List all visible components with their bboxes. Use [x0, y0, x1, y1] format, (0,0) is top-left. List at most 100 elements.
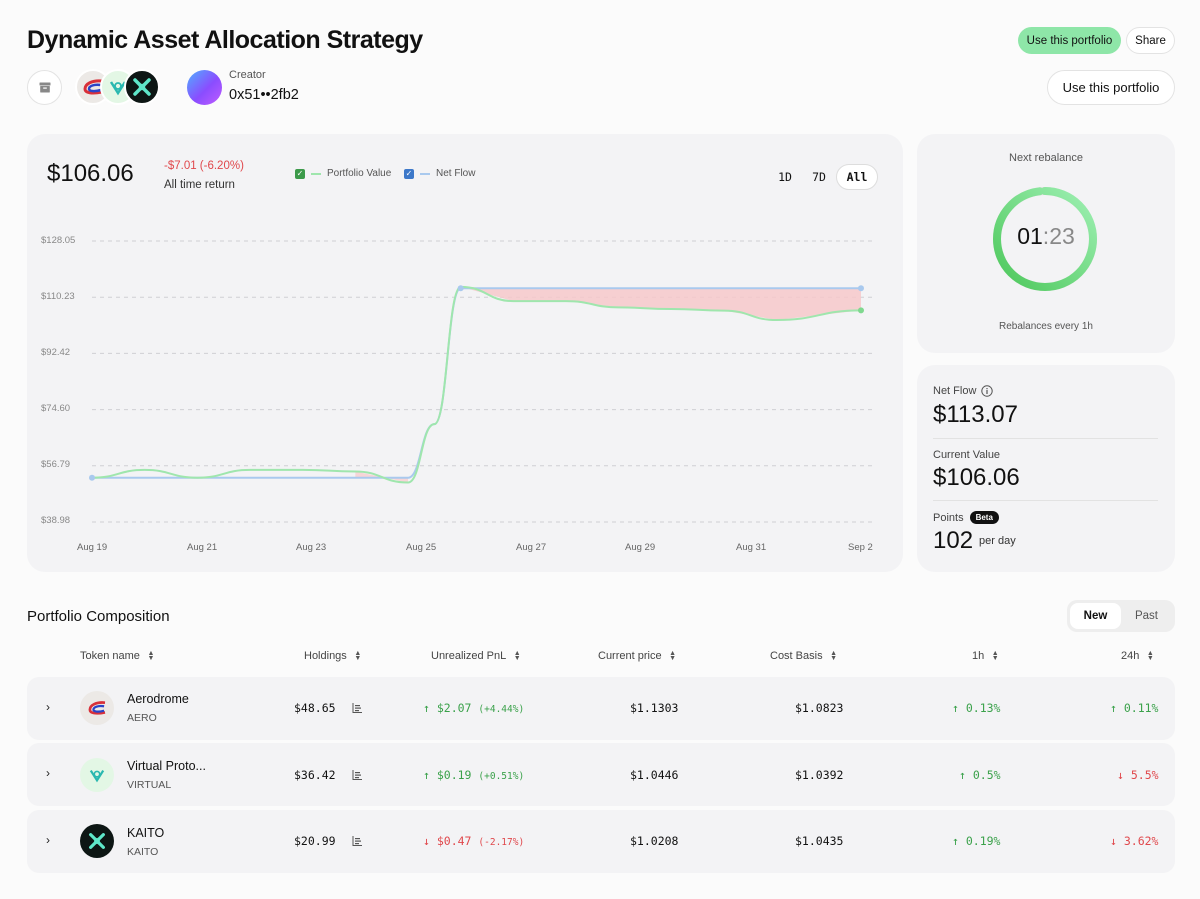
points-label: Points Beta	[933, 511, 999, 524]
net-flow-point	[858, 285, 864, 292]
archive-button[interactable]	[27, 70, 62, 105]
holdings-value: $20.99	[294, 834, 336, 848]
chevron-right-icon[interactable]: ›	[46, 833, 50, 847]
sort-icon: ▲ ▼	[354, 650, 362, 662]
range-1d[interactable]: 1D	[778, 170, 792, 184]
checkbox-icon[interactable]: ✓	[404, 168, 414, 179]
share-button[interactable]: Share	[1126, 27, 1175, 54]
use-portfolio-button[interactable]: Use this portfolio	[1018, 27, 1121, 54]
current-price: $1.0208	[630, 834, 679, 848]
points-unit: per day	[979, 535, 1016, 547]
legend-label: Net Flow	[436, 168, 476, 179]
column-header-label: Cost Basis	[770, 650, 823, 662]
sort-icon: ▲ ▼	[830, 650, 838, 662]
info-icon[interactable]	[981, 385, 994, 397]
legend-line	[420, 172, 430, 175]
tab-past[interactable]: Past	[1134, 610, 1158, 622]
unrealized-pnl: ↓ $0.47 (-2.17%)	[423, 834, 525, 848]
change-1h: ↑ 0.13%	[952, 701, 1001, 715]
column-header-label: Unrealized PnL	[431, 650, 507, 662]
y-tick-label: $92.42	[41, 347, 71, 358]
column-header-24h[interactable]: 24h ▲ ▼	[1121, 650, 1154, 662]
x-tick-label: Aug 27	[516, 542, 547, 553]
table-row[interactable]	[27, 743, 1175, 806]
column-header-token-name[interactable]: Token name ▲ ▼	[80, 650, 155, 662]
holdings-value: $36.42	[294, 768, 336, 782]
rebalance-card	[917, 134, 1175, 353]
column-header-current-price[interactable]: Current price ▲ ▼	[598, 650, 677, 662]
column-header-cost-basis[interactable]: Cost Basis ▲ ▼	[770, 650, 838, 662]
y-tick-label: $110.23	[41, 291, 75, 302]
countdown-minutes: 01	[1017, 223, 1043, 249]
change-1h: ↑ 0.19%	[952, 834, 1001, 848]
creator-avatar[interactable]	[187, 70, 222, 105]
points-label-text: Points	[933, 511, 964, 524]
pnl-percent: (+0.51%)	[478, 771, 525, 782]
holdings-chart-icon[interactable]	[352, 836, 362, 846]
cost-basis: $1.0823	[795, 701, 844, 715]
use-portfolio-button-secondary[interactable]: Use this portfolio	[1047, 70, 1175, 105]
holdings-chart-icon[interactable]	[352, 703, 362, 713]
column-header-label: Token name	[80, 650, 140, 662]
legend-portfolio-value[interactable]: ✓ Portfolio Value	[295, 168, 391, 179]
x-tick-label: Aug 29	[625, 542, 656, 553]
change-24h: ↓ 3.62%	[1110, 834, 1159, 848]
change-24h: ↑ 0.11%	[1110, 701, 1159, 715]
holdings-value: $48.65	[294, 701, 336, 715]
range-7d[interactable]: 7D	[812, 170, 826, 184]
legend-line	[311, 172, 321, 175]
column-header-1h[interactable]: 1h ▲ ▼	[972, 650, 999, 662]
net-flow-value: $113.07	[933, 401, 1018, 428]
column-header-label: Current price	[598, 650, 662, 662]
tab-new[interactable]: New	[1070, 603, 1121, 629]
column-header-holdings[interactable]: Holdings ▲ ▼	[304, 650, 362, 662]
all-time-return-label: All time return	[164, 179, 235, 191]
pnl-amount: $2.07	[436, 701, 472, 715]
token-name: Aerodrome	[127, 692, 189, 706]
table-row[interactable]	[27, 810, 1175, 873]
sort-icon: ▲ ▼	[147, 650, 155, 662]
table-row[interactable]	[27, 677, 1175, 740]
sort-icon: ▲ ▼	[1146, 650, 1154, 662]
column-header-label: Holdings	[304, 650, 347, 662]
kaito-icon	[124, 69, 160, 105]
all-time-return-value: -$7.01 (-6.20%)	[164, 160, 244, 172]
change-24h-value: 0.11%	[1123, 701, 1159, 715]
rebalance-note: Rebalances every 1h	[999, 321, 1093, 332]
page-title: Dynamic Asset Allocation Strategy	[27, 26, 423, 54]
range-all[interactable]: All	[836, 164, 878, 190]
y-tick-label: $128.05	[41, 235, 76, 246]
column-header-label: 24h	[1121, 650, 1140, 662]
kaito-icon	[80, 824, 114, 858]
net-flow-label: Net Flow	[933, 385, 994, 397]
x-tick-label: Aug 23	[296, 542, 327, 553]
divider	[933, 438, 1158, 439]
column-header-unrealized-pnl[interactable]: Unrealized PnL ▲ ▼	[431, 650, 521, 662]
portfolio-value-line	[91, 285, 862, 484]
change-24h: ↓ 5.5%	[1117, 768, 1159, 782]
x-tick-label: Aug 25	[406, 542, 437, 553]
pnl-amount: $0.19	[436, 768, 472, 782]
holdings-chart-icon[interactable]	[352, 770, 362, 780]
sort-icon: ▲ ▼	[513, 650, 521, 662]
composition-title: Portfolio Composition	[27, 608, 170, 625]
chevron-right-icon[interactable]: ›	[46, 766, 50, 780]
loss-area	[460, 286, 861, 321]
net-flow-label-text: Net Flow	[933, 385, 977, 397]
y-tick-label: $56.79	[41, 459, 71, 470]
column-header-label: 1h	[972, 650, 985, 662]
divider	[933, 500, 1158, 501]
portfolio-value: $106.06	[47, 160, 134, 187]
rebalance-title: Next rebalance	[1009, 152, 1083, 164]
creator-address[interactable]: 0x51••2fb2	[229, 87, 299, 103]
sort-icon: ▲ ▼	[669, 650, 677, 662]
beta-badge: Beta	[969, 511, 999, 524]
countdown-seconds: 23	[1049, 223, 1075, 249]
chevron-right-icon[interactable]: ›	[46, 700, 50, 714]
checkbox-icon[interactable]: ✓	[295, 168, 305, 179]
legend-net-flow[interactable]: ✓ Net Flow	[404, 168, 475, 179]
x-tick-label: Aug 31	[736, 542, 767, 553]
change-24h-value: 5.5%	[1130, 768, 1159, 782]
virtual-icon	[80, 758, 114, 792]
